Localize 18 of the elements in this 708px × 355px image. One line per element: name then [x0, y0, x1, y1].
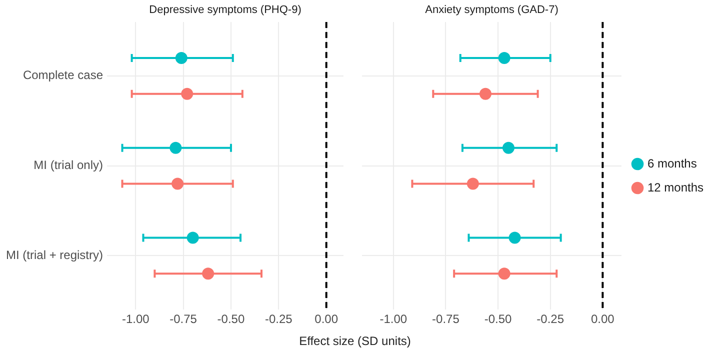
x-tick-label: -0.75 [170, 312, 198, 326]
y-tick-label: MI (trial + registry) [6, 248, 104, 262]
y-tick-label: Complete case [22, 68, 104, 82]
x-tick-label: 0.00 [590, 312, 615, 326]
x-axis-title: Effect size (SD units) [298, 334, 412, 348]
x-tick-label: -0.75 [432, 312, 460, 326]
x-tick-label: -1.00 [122, 312, 150, 326]
x-tick-label: 0.00 [314, 312, 338, 326]
x-tick-label: -0.50 [217, 312, 245, 326]
x-tick-label: -0.50 [484, 312, 512, 326]
chart-title: Anxiety symptoms (GAD-7) [425, 4, 558, 16]
legend-label: 6 months [648, 156, 697, 170]
chart-title: Depressive symptoms (PHQ-9) [149, 4, 302, 16]
x-tick-label: -0.25 [536, 312, 564, 326]
legend-label: 12 months [648, 180, 704, 194]
x-tick-label: -0.25 [264, 312, 293, 326]
y-tick-label: MI (trial only) [34, 158, 104, 172]
x-tick-label: -1.00 [380, 312, 408, 326]
